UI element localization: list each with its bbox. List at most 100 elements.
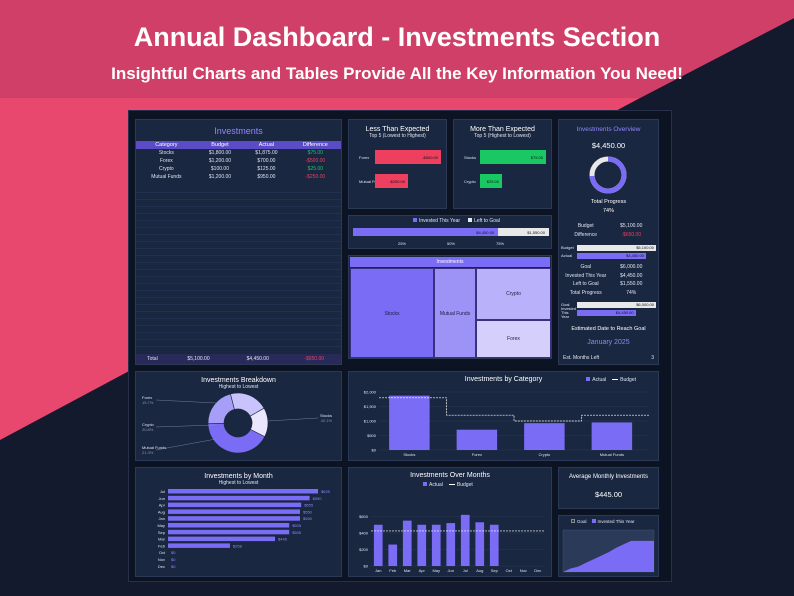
less-than-expected-subtitle: Top 5 (Lowest to Highest) [369, 133, 426, 139]
estimate-label: Estimated Date to Reach Goal [571, 326, 646, 332]
x-tick: Nov [520, 568, 527, 573]
overview-budget-bars: Budget $5,100.00 Actual $4,450.00 [561, 244, 656, 260]
x-tick: Stocks [403, 452, 415, 457]
overview-bar-row: Actual $4,450.00 [561, 253, 646, 259]
y-tick: $600 [359, 514, 369, 519]
pie-slice [207, 393, 235, 424]
hero-subtitle: Insightful Charts and Tables Provide All… [111, 64, 683, 83]
goal-area-panel: Goal Invested This Year [558, 515, 659, 577]
month-value-label: $625 [321, 489, 331, 494]
total-cell: $4,450.00 [246, 356, 269, 362]
x-tick: Sep [491, 568, 499, 573]
over-months-title: Investments Over Months [410, 472, 490, 479]
month-bar [417, 524, 427, 566]
pie-pct-label: 21.3% [142, 450, 154, 455]
month-value-label: $0 [171, 564, 176, 569]
investments-table-title: Investments [214, 126, 263, 136]
pie-slice [207, 423, 266, 454]
month-label: Feb [158, 543, 166, 548]
avg-monthly-title: Average Monthly Investments [569, 474, 648, 480]
bar [480, 174, 502, 188]
total-cell: -$650.00 [304, 356, 325, 362]
pie-pct-label: 15.7% [142, 400, 154, 405]
table-header-cell: Actual [243, 141, 290, 149]
month-bar [489, 524, 499, 566]
table-cell: $950.00 [257, 174, 276, 180]
table-header-cell: Difference [289, 141, 341, 149]
category-bar [591, 422, 633, 450]
progress-tick: 75% [496, 241, 504, 246]
overview-row: Goal $6,000.00 [580, 264, 643, 270]
by-month-title: Investments by Month [204, 473, 273, 480]
investments-table: Category Budget Actual Difference Stocks $1,… [136, 141, 341, 181]
overview-title: Investments Overview [576, 126, 641, 133]
bar [480, 150, 546, 164]
overview-progress-label: Total Progress [590, 199, 627, 205]
pie-pct-label: 20.8% [142, 427, 154, 432]
month-bar [168, 523, 290, 528]
table-row: Crypto $100.00 $125.00 $25.00 [136, 165, 341, 173]
bar [375, 174, 408, 188]
overview-bar-row: Goal $6,000.00 [561, 302, 656, 308]
month-label: Jan [159, 516, 165, 521]
over-months-panel: Investments Over Months Actual Budget $0… [348, 467, 552, 577]
treemap-crypto: Crypto [476, 268, 551, 320]
overview-bar-row: Budget $5,100.00 [561, 245, 656, 251]
month-label: Dec [158, 564, 165, 569]
overview-goal-bars: Goal $6,000.00 Invested This Year $4,450.00 [561, 301, 656, 319]
invested-segment [353, 228, 499, 236]
bar-value-label: $25.00 [487, 179, 500, 184]
y-tick: $400 [359, 531, 369, 536]
table-cell: $25.00 [307, 166, 323, 172]
table-cell: $75.00 [307, 150, 323, 156]
table-header-cell: Category [136, 141, 197, 149]
pie-leader-line [155, 424, 217, 428]
x-tick: Aug [476, 568, 483, 573]
bar-label: Stocks [464, 155, 476, 160]
category-bar [456, 429, 498, 450]
y-tick: $0 [364, 564, 369, 569]
table-header-cell: Budget [196, 141, 244, 149]
month-bar [373, 524, 383, 566]
table-row: Stocks $1,800.00 $1,875.00 $75.00 [136, 149, 341, 157]
legend-left-to-goal: Left to Goal [468, 218, 500, 224]
overview-goal-rows: Goal $6,000.00 Invested This Year $4,450.00… [563, 264, 654, 298]
pie-leader-line [155, 438, 217, 451]
pie-pct-label: 42.1% [321, 418, 333, 423]
left-to-goal-segment [498, 228, 549, 236]
month-label: Jul [160, 489, 165, 494]
avg-monthly-panel: Average Monthly Investments $445.00 [558, 467, 659, 509]
x-tick: Jul [463, 568, 468, 573]
investments-overview-panel: Investments Overview $4,450.00 Total Pro… [558, 119, 659, 365]
x-tick: Jun [448, 568, 454, 573]
table-cell: $700.00 [257, 158, 276, 164]
invested-area [563, 540, 654, 572]
x-tick: Crypto [538, 452, 551, 457]
month-value-label: $590 [313, 496, 323, 501]
month-bar [168, 536, 276, 542]
table-empty-rows [136, 192, 341, 352]
x-tick: Oct [506, 568, 513, 573]
breakdown-panel: Investments Breakdown Highest to Lowest … [135, 371, 342, 461]
x-tick: Forex [472, 452, 482, 457]
more-than-expected-title: More Than Expected [470, 126, 535, 133]
month-bar [168, 495, 310, 501]
treemap-title: Investments [350, 257, 550, 267]
table-cell: -$250.00 [305, 174, 326, 180]
month-value-label: $505 [292, 523, 302, 528]
treemap-stocks: Stocks [350, 268, 434, 358]
month-bar [168, 509, 300, 514]
table-row: Mutual Funds $1,200.00 $950.00 -$250.00 [136, 173, 341, 181]
by-month-chart: Jul $625 Jun $590 Apr $555 Aug $550 Jan $550 May $5… [157, 489, 331, 569]
months-left-row: Est. Months Left 3 [563, 355, 654, 361]
pie-label: Crypto [142, 422, 155, 427]
goal-area-chart [562, 529, 655, 573]
breakdown-title: Investments Breakdown [201, 377, 276, 384]
month-bar [168, 543, 230, 548]
x-tick: Dec [534, 568, 541, 573]
less-than-expected-title: Less Than Expected [365, 126, 430, 133]
month-label: Nov [158, 557, 165, 562]
by-month-subtitle: Highest to Lowest [218, 480, 259, 486]
table-cell: $1,200.00 [208, 158, 232, 164]
month-value-label: $0 [171, 550, 176, 555]
